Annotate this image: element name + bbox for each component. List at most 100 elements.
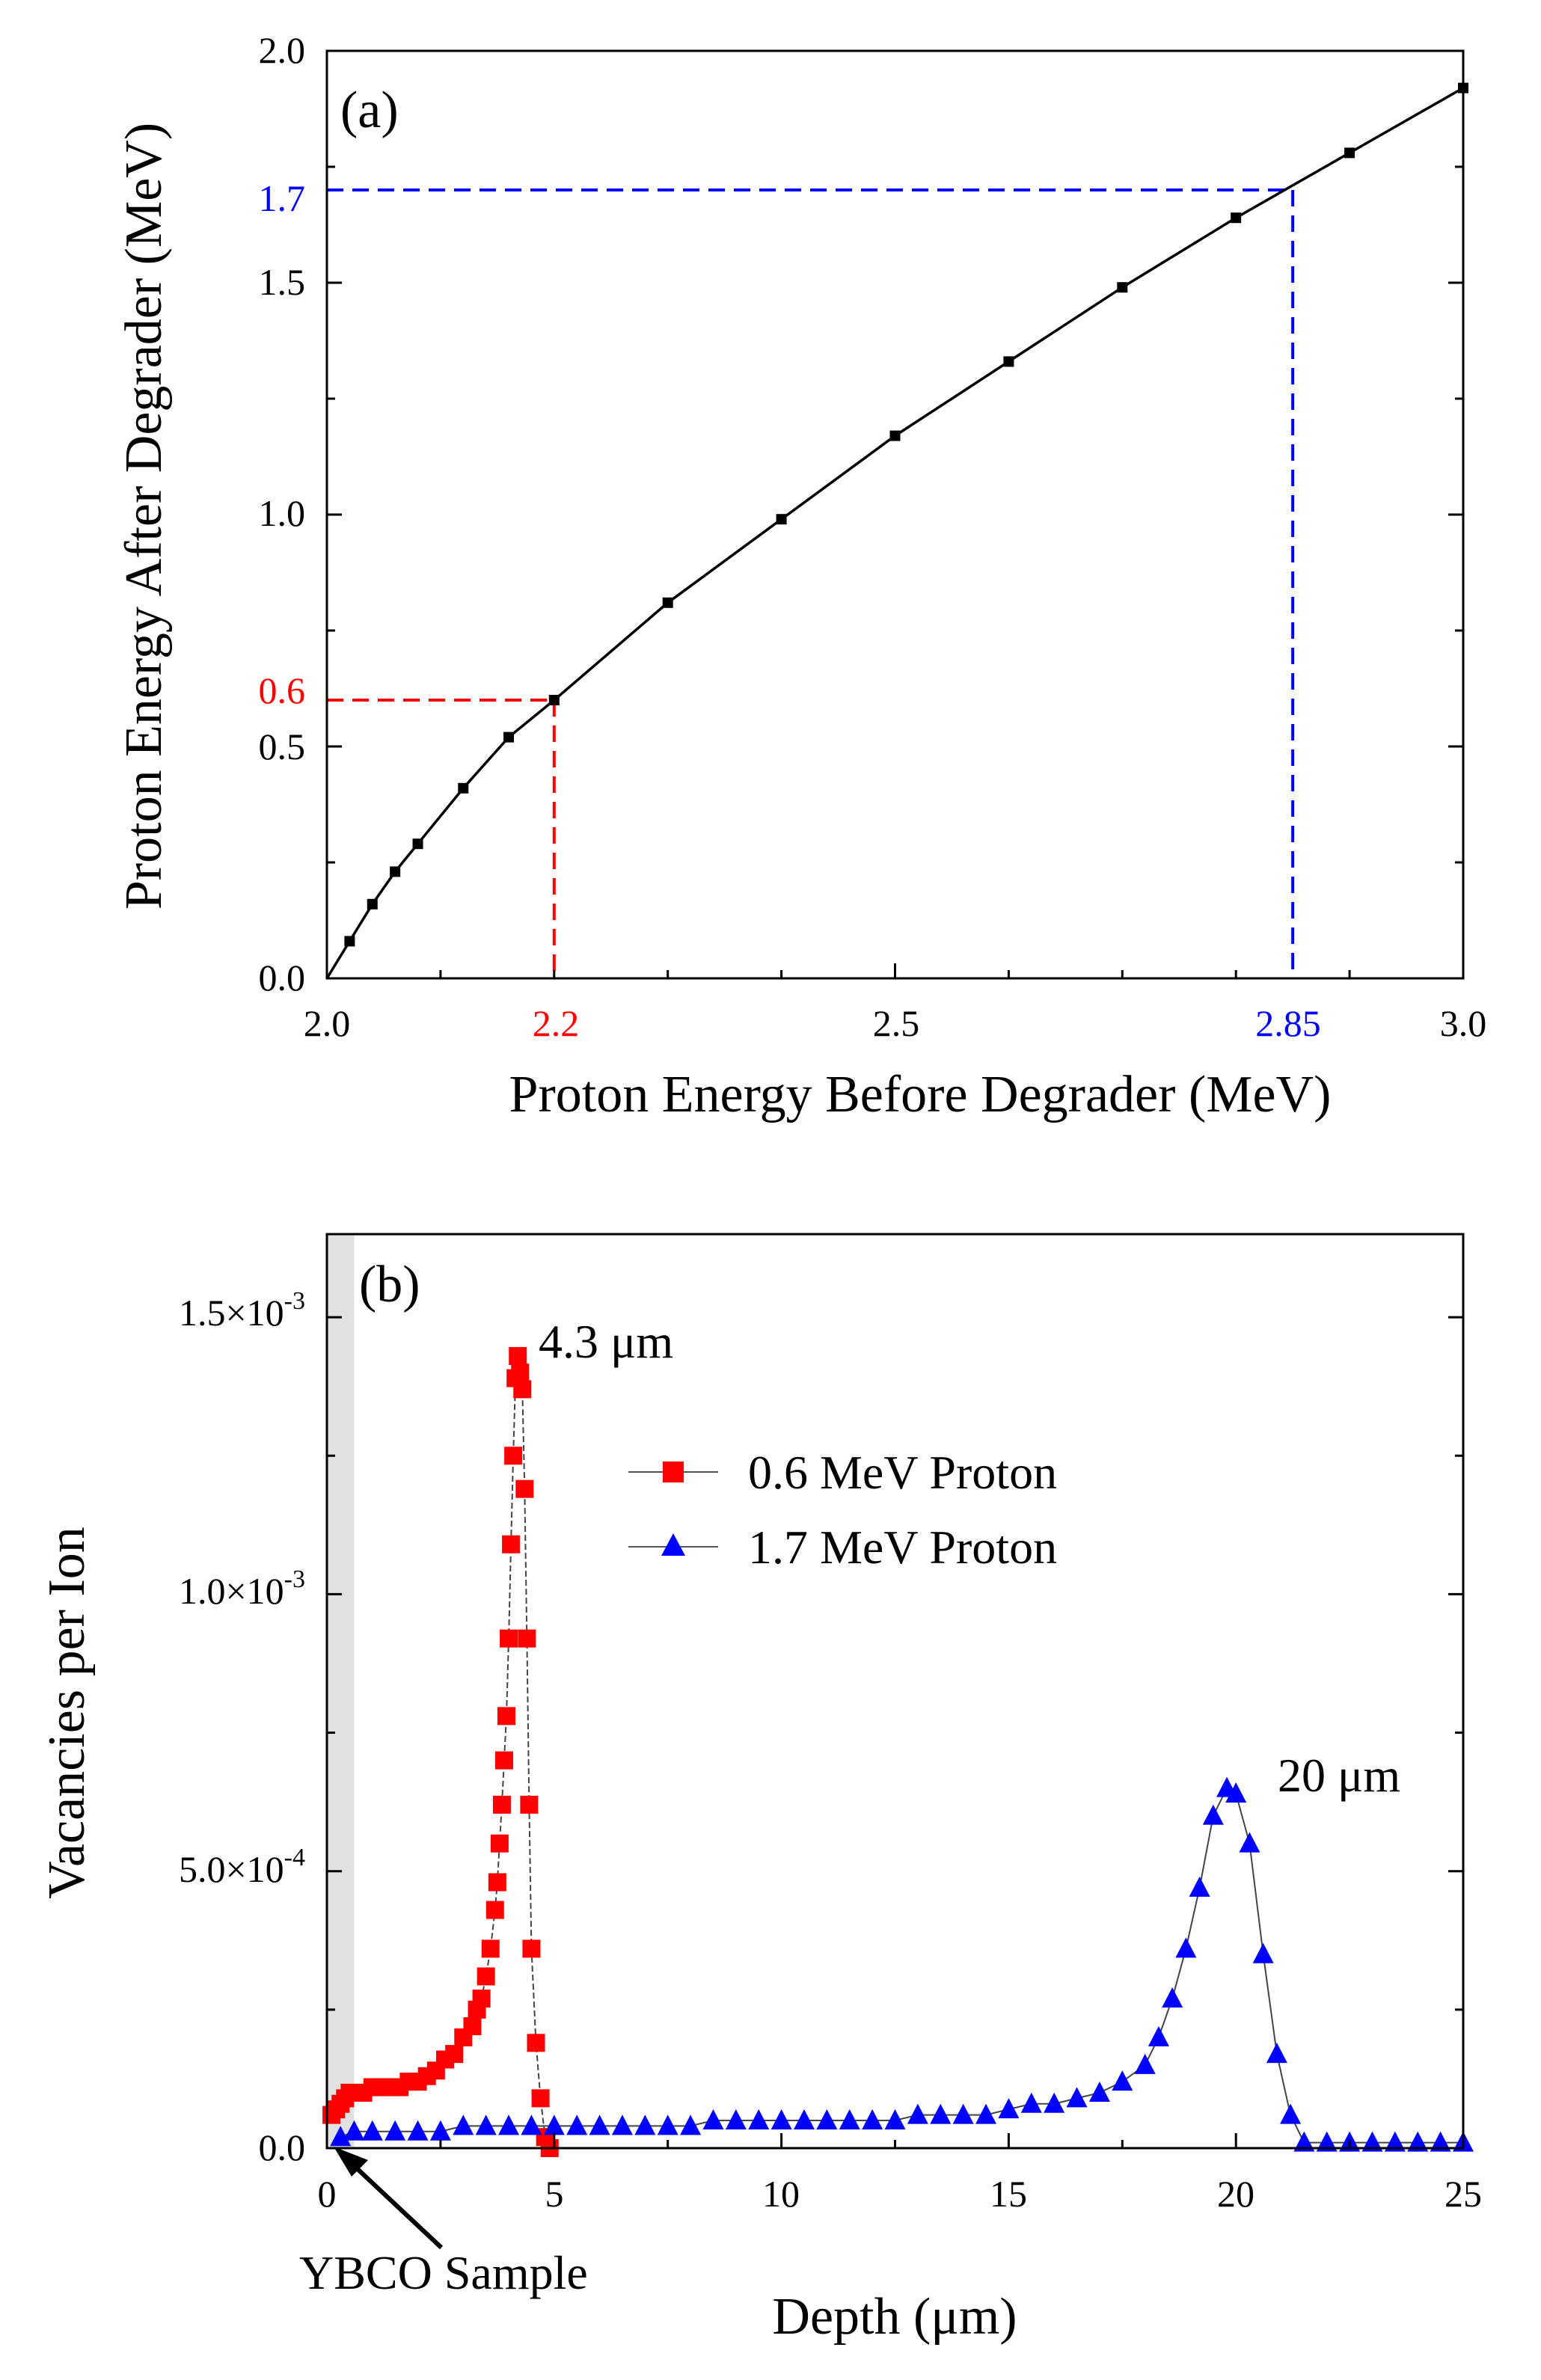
b-data-point-blue [1384, 2131, 1406, 2152]
b-data-point-blue [453, 2114, 474, 2135]
a-guide-blue-y-label: 1.7 [259, 177, 306, 219]
b-data-point-red [518, 1629, 536, 1648]
b-data-point-blue [1361, 2131, 1383, 2152]
a-guide-red-x-label: 2.2 [533, 1002, 580, 1044]
ybco-arrow-shaft [343, 2156, 444, 2250]
b-data-point-blue [725, 2108, 747, 2129]
ybco-arrow [334, 2147, 444, 2250]
b-data-point-red [445, 2045, 464, 2064]
a-ticks [325, 49, 1465, 980]
b-data-point-blue [330, 2126, 352, 2147]
a-data-point [412, 838, 423, 850]
a-y-tick-label: 2.0 [259, 29, 306, 71]
b-y-tick-label: 1.5×10-3 [179, 1287, 305, 1334]
b-data-point-red [511, 1364, 530, 1382]
annotation-blue-peak: 20 μm [1278, 1749, 1400, 1802]
b-data-point-blue [862, 2108, 883, 2129]
b-data-point-blue [680, 2114, 702, 2135]
b-data-point-blue [998, 2098, 1020, 2119]
b-data-point-blue [429, 2120, 451, 2141]
b-data-point-red [515, 1479, 534, 1498]
b-data-point-red [509, 1346, 527, 1365]
a-data-point [1003, 356, 1014, 367]
b-data-point-blue [1134, 2053, 1156, 2074]
b-x-tick-label: 25 [1445, 2173, 1482, 2215]
b-data-point-blue [1066, 2087, 1088, 2108]
b-data-point-blue [975, 2103, 997, 2124]
a-data-point [458, 782, 469, 794]
a-data-point [776, 514, 787, 525]
a-y-tick-label: 1.0 [259, 492, 306, 534]
b-series [322, 1346, 1474, 2157]
b-y-tick-label: 1.0×10-3 [179, 1565, 305, 1612]
b-data-point-blue [634, 2114, 656, 2135]
annotation-ybco-sample: YBCO Sample [299, 2246, 588, 2299]
b-data-point-blue [702, 2108, 724, 2129]
b-data-point-blue [1202, 1804, 1224, 1825]
a-data-point [367, 898, 378, 910]
a-series [325, 82, 1468, 979]
b-x-tick-label: 5 [545, 2173, 564, 2215]
b-data-point-blue [475, 2114, 497, 2135]
b-data-point-blue [1189, 1876, 1210, 1897]
b-data-point-blue [498, 2114, 520, 2135]
b-data-point-blue [1280, 2103, 1302, 2124]
b-data-point-blue [793, 2108, 815, 2129]
a-panel-label: (a) [340, 82, 399, 139]
b-data-point-red [492, 1795, 511, 1814]
a-x-axis-title: Proton Energy Before Degrader (MeV) [509, 1066, 1332, 1123]
legend-label-blue: 1.7 MeV Proton [748, 1521, 1057, 1574]
a-series-line [325, 87, 1464, 979]
b-data-point-blue [589, 2114, 610, 2135]
b-data-point-blue [1175, 1937, 1197, 1958]
b-data-point-blue [343, 2120, 365, 2141]
b-data-point-red [477, 1967, 495, 1986]
b-data-point-blue [1148, 2025, 1169, 2046]
b-y-tick-label: 0.0 [259, 2126, 306, 2168]
b-data-point-red [463, 2017, 482, 2036]
a-data-point [344, 936, 355, 947]
b-data-point-blue [543, 2114, 565, 2135]
b-data-point-blue [748, 2108, 770, 2129]
a-y-tick-label: 1.5 [259, 261, 306, 303]
b-data-point-blue [521, 2114, 542, 2135]
b-x-tick-label: 15 [990, 2173, 1027, 2215]
b-data-point-blue [930, 2103, 952, 2124]
b-data-point-red [504, 1447, 523, 1465]
b-data-point-red [531, 2089, 550, 2108]
b-data-point-blue [385, 2120, 406, 2141]
b-x-tick-label: 0 [318, 2173, 337, 2215]
b-data-point-red [513, 1380, 532, 1399]
b-data-point-blue [1162, 1987, 1183, 2008]
b-data-point-blue [1316, 2131, 1338, 2152]
b-data-point-blue [1407, 2131, 1429, 2152]
a-y-axis-title: Proton Energy After Degrader (MeV) [115, 123, 173, 910]
a-guide-blue-x-label: 2.85 [1255, 1002, 1321, 1044]
b-data-point-blue [907, 2103, 928, 2124]
b-data-point-blue [884, 2108, 906, 2129]
b-data-point-blue [1112, 2070, 1133, 2091]
a-data-point [662, 597, 673, 608]
b-data-point-blue [361, 2120, 383, 2141]
b-data-point-blue [1430, 2131, 1451, 2152]
b-data-point-blue [1088, 2081, 1110, 2102]
legend-marker-blue-triangle [661, 1533, 685, 1556]
a-data-point [1231, 212, 1242, 224]
b-ybco-sample-region [327, 1234, 355, 2148]
b-ticks [325, 1316, 1465, 2150]
b-data-point-red [488, 1873, 506, 1892]
b-data-point-red [520, 1795, 539, 1814]
b-data-point-blue [407, 2120, 429, 2141]
a-data-point [503, 732, 515, 743]
b-data-point-blue [657, 2114, 678, 2135]
b-data-point-red [494, 1751, 513, 1770]
b-x-tick-label: 20 [1217, 2173, 1254, 2215]
a-guide-red-y-label: 0.6 [259, 669, 306, 711]
legend: 0.6 MeV Proton 1.7 MeV Proton [628, 1446, 1057, 1574]
ybco-arrow-head [334, 2147, 368, 2177]
b-data-point-blue [611, 2114, 633, 2135]
a-data-point [548, 695, 560, 705]
b-data-point-red [481, 1939, 500, 1958]
b-data-point-red [527, 2034, 545, 2052]
